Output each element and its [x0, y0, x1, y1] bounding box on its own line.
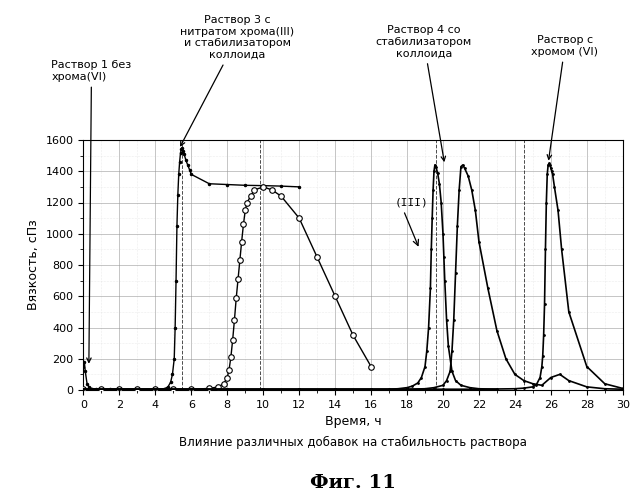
- Text: (III): (III): [394, 198, 428, 207]
- Text: Раствор с
хромом (VI): Раствор с хромом (VI): [532, 35, 598, 160]
- Text: Влияние различных добавок на стабильность раствора: Влияние различных добавок на стабильност…: [179, 436, 527, 449]
- Text: Раствор 1 без
хрома(VI): Раствор 1 без хрома(VI): [51, 60, 132, 362]
- Y-axis label: Вязкость, сПз: Вязкость, сПз: [27, 220, 40, 310]
- Text: Фиг. 11: Фиг. 11: [310, 474, 396, 492]
- Text: Раствор 4 со
стабилизатором
коллоида: Раствор 4 со стабилизатором коллоида: [376, 25, 472, 161]
- Text: Раствор 3 с
нитратом хрома(III)
и стабилизатором
коллоида: Раствор 3 с нитратом хрома(III) и стабил…: [180, 15, 295, 146]
- X-axis label: Время, ч: Время, ч: [325, 416, 381, 428]
